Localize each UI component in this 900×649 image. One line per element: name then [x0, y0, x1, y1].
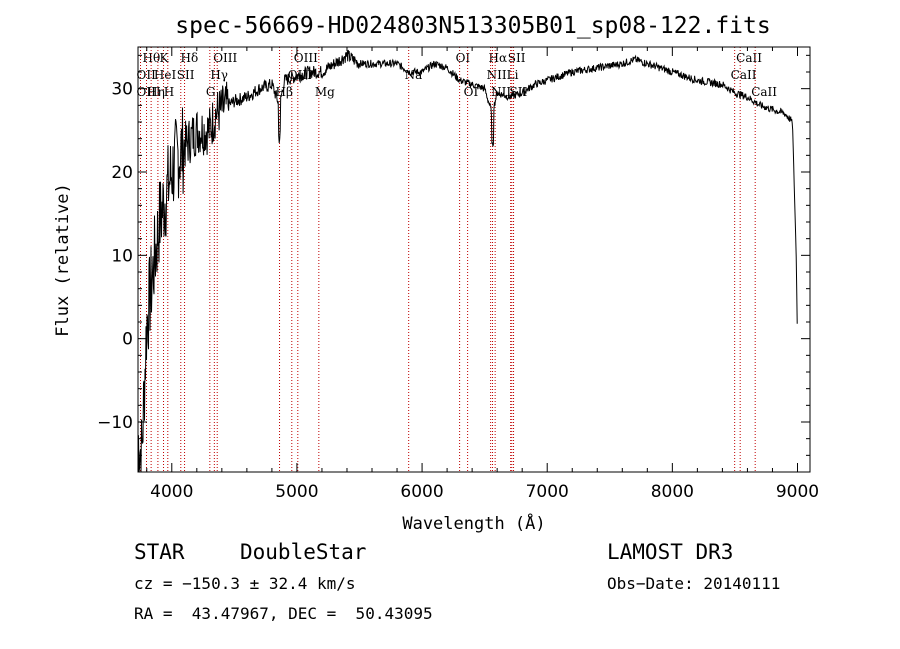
y-tick-label: 30	[111, 80, 133, 100]
redshift-readout: cz = −150.3 ± 32.4 km/s	[134, 574, 356, 593]
object-class: STAR	[134, 540, 185, 564]
x-tick-label: 6000	[400, 482, 443, 502]
survey-name: LAMOST DR3	[607, 540, 734, 564]
observation-date: Obs−Date: 20140111	[607, 574, 781, 593]
line-label: Hδ	[181, 51, 199, 65]
line-label: NII	[487, 68, 507, 82]
x-tick-label: 7000	[526, 482, 569, 502]
y-tick-label: 10	[111, 246, 133, 266]
x-tick-label: 4000	[150, 482, 193, 502]
line-label: Li	[507, 68, 519, 82]
chart-title: spec-56669-HD024803N513305B01_sp08-122.f…	[175, 13, 770, 39]
line-label: Hη	[147, 85, 165, 99]
x-axis-label: Wavelength (Å)	[402, 512, 545, 534]
x-tick-label: 5000	[275, 482, 318, 502]
line-label: CaII	[751, 85, 777, 99]
x-tick-label: 9000	[776, 482, 819, 502]
line-label: Mg	[315, 85, 335, 99]
plot-frame	[137, 46, 811, 473]
y-tick-label: 0	[122, 330, 133, 350]
line-label: Hβ	[276, 85, 293, 99]
line-label: G	[206, 85, 216, 99]
line-label: CaII	[731, 68, 757, 82]
coordinates-readout: RA = 43.47967, DEC = 50.43095	[134, 604, 433, 623]
axis-ticks: 4000 5000 6000 7000 8000 9000 −10 0 10 20 30	[97, 47, 819, 502]
x-tick-label: 8000	[651, 482, 694, 502]
line-label: CaII	[736, 51, 762, 65]
line-label: SII	[177, 68, 195, 82]
y-tick-label: 20	[111, 163, 133, 183]
spectrum-line	[137, 49, 798, 473]
line-label: HeI	[154, 68, 177, 82]
object-subclass: DoubleStar	[240, 540, 367, 564]
y-axis-label: Flux (relative)	[53, 183, 73, 337]
line-label: OI	[464, 85, 479, 99]
line-label: Hα	[489, 51, 508, 65]
line-label: OI	[456, 51, 471, 65]
line-label: OIII	[294, 51, 318, 65]
line-label: SII	[508, 51, 526, 65]
y-tick-label: −10	[97, 413, 133, 433]
line-label: Hθ	[143, 51, 161, 65]
line-label: Hγ	[210, 68, 228, 82]
line-label: K	[160, 51, 170, 65]
line-label: OIII	[213, 51, 237, 65]
line-label: H	[164, 85, 174, 99]
